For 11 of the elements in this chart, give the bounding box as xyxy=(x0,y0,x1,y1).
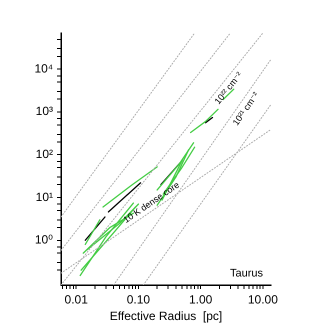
x-tick-label: 1.00 xyxy=(188,292,213,307)
annotation: Taurus xyxy=(230,268,264,280)
y-tick-label: 10¹ xyxy=(36,190,54,204)
y-tick-label: 10⁰ xyxy=(34,232,54,247)
x-tick-label: 10.00 xyxy=(248,292,278,307)
y-tick-label: 10² xyxy=(36,147,54,162)
y-tick-label: 10⁴ xyxy=(34,61,53,76)
y-tick-label: 10³ xyxy=(36,104,54,118)
x-axis-title: Effective Radius [pc] xyxy=(110,309,222,324)
x-tick-label: 0.10 xyxy=(126,292,150,307)
x-tick-label: 0.01 xyxy=(64,292,88,307)
